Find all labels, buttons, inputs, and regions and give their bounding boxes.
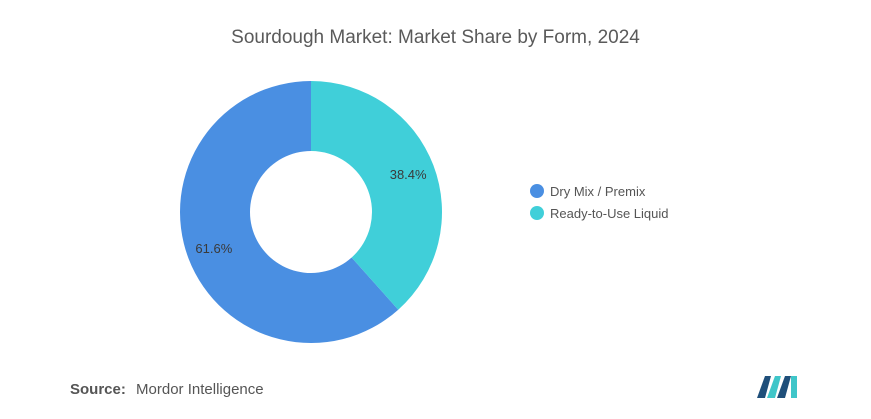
legend-item-ready-to-use: Ready-to-Use Liquid bbox=[530, 202, 669, 224]
legend-item-dry-mix: Dry Mix / Premix bbox=[530, 180, 669, 202]
mordor-intelligence-logo-icon bbox=[757, 376, 797, 398]
donut-slice-dry-mix bbox=[180, 81, 399, 343]
legend-label-dry-mix: Dry Mix / Premix bbox=[550, 183, 646, 199]
logo-shape-left bbox=[757, 376, 771, 398]
data-label-dry-mix: 61.6% bbox=[195, 241, 232, 256]
logo-shape-right bbox=[777, 376, 791, 398]
logo-shape-mid bbox=[767, 376, 781, 398]
source-note: Source: Mordor Intelligence bbox=[70, 381, 264, 398]
data-label-ready-to-use: 38.4% bbox=[390, 167, 427, 182]
legend-swatch-ready-to-use bbox=[530, 206, 544, 220]
chart-legend: Dry Mix / Premix Ready-to-Use Liquid bbox=[530, 180, 669, 224]
logo-shape-end bbox=[791, 376, 797, 398]
legend-swatch-dry-mix bbox=[530, 184, 544, 198]
legend-label-ready-to-use: Ready-to-Use Liquid bbox=[550, 205, 669, 221]
source-label: Source: bbox=[70, 381, 126, 398]
source-value: Mordor Intelligence bbox=[136, 381, 264, 398]
chart-title: Sourdough Market: Market Share by Form, … bbox=[231, 27, 640, 48]
donut-slice-ready-to-use bbox=[311, 81, 443, 310]
